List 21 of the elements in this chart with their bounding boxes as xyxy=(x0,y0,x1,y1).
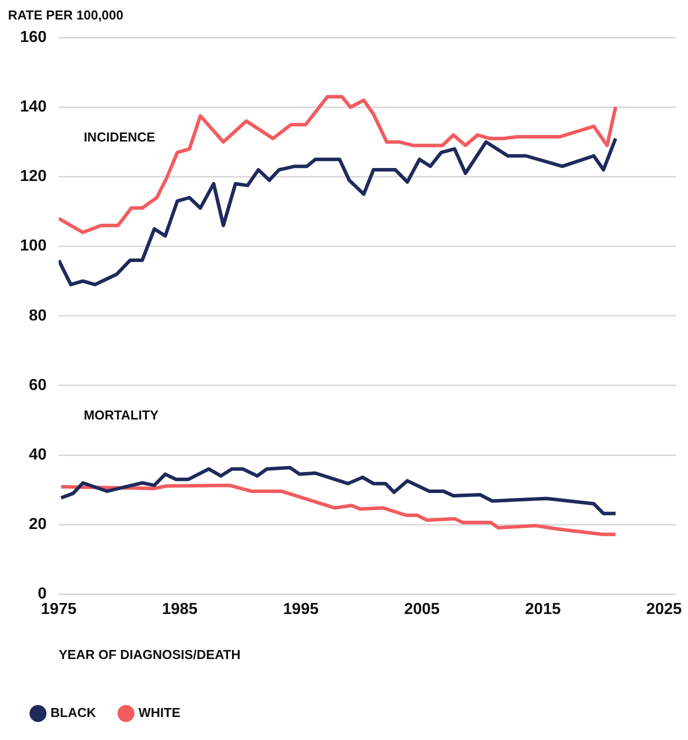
legend-label: BLACK xyxy=(50,705,97,720)
y-tick-label: 80 xyxy=(28,307,47,324)
y-tick-label: 120 xyxy=(20,168,47,186)
x-tick-label: 2025 xyxy=(646,601,682,618)
y-tick-label: 100 xyxy=(20,238,47,255)
annotation: MORTALITY xyxy=(84,408,159,423)
y-tick-label: 20 xyxy=(28,516,47,534)
x-tick-label: 2005 xyxy=(404,601,440,618)
x-tick-label: 2015 xyxy=(525,601,561,618)
annotation: INCIDENCE xyxy=(84,129,156,144)
y-tick-label: 0 xyxy=(38,586,47,603)
x-tick-label: 1995 xyxy=(283,601,319,618)
legend-label: WHITE xyxy=(138,705,181,720)
x-axis-title: YEAR OF DIAGNOSIS/DEATH xyxy=(58,646,240,662)
y-tick-label: 140 xyxy=(20,98,47,116)
x-tick-label: 1975 xyxy=(40,601,77,618)
y-axis-title: RATE PER 100,000 xyxy=(8,7,124,22)
y-tick-label: 40 xyxy=(28,446,47,464)
x-tick-label: 1985 xyxy=(162,601,198,618)
y-tick-label: 160 xyxy=(20,29,47,46)
y-tick-label: 60 xyxy=(28,376,47,394)
